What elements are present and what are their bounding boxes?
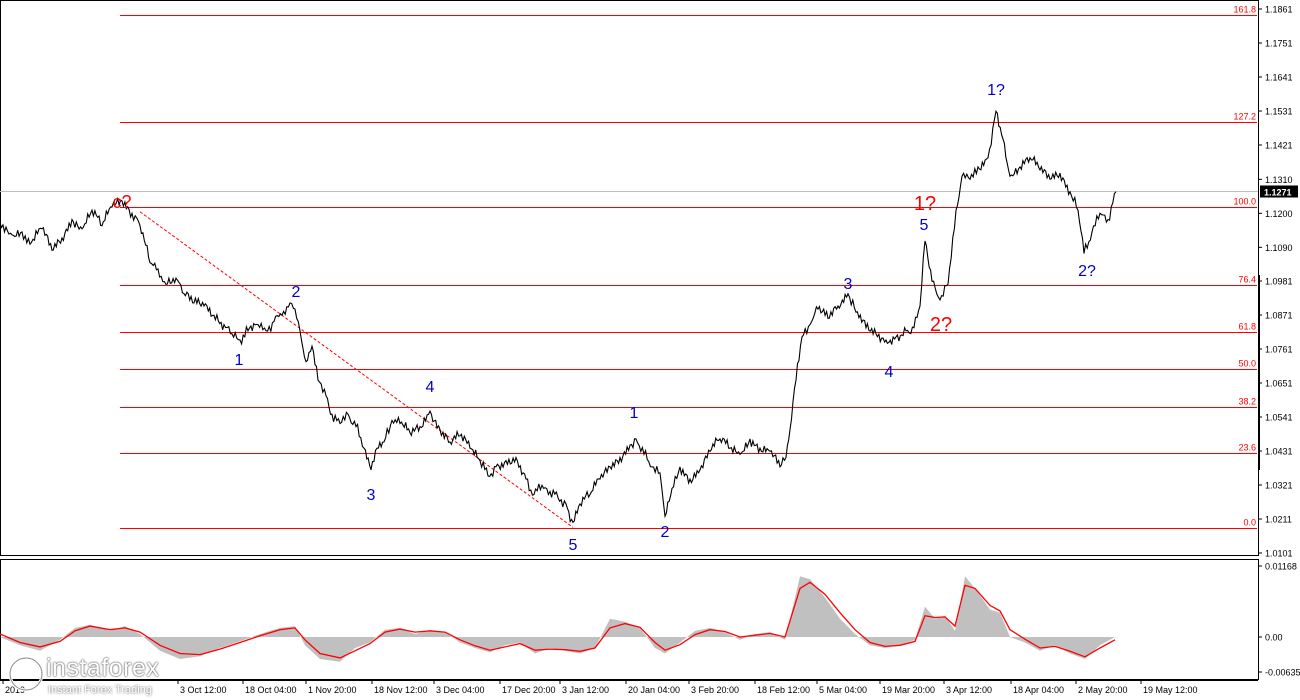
time-axis-label: 3 Oct 12:00 bbox=[180, 685, 227, 695]
oscillator-axis-label: -0.00635 bbox=[1265, 668, 1300, 678]
wave-label: 1 bbox=[235, 352, 244, 369]
time-axis-label: 18 Feb 12:00 bbox=[757, 685, 810, 695]
price-axis-label: 1.0871 bbox=[1265, 311, 1293, 321]
brand-name: instaforex bbox=[46, 654, 160, 682]
price-axis-label: 1.0761 bbox=[1265, 345, 1293, 355]
fib-level-label: 38.2 bbox=[1238, 397, 1256, 407]
wave-label: 2? bbox=[930, 314, 952, 336]
price-axis-label: 1.0541 bbox=[1265, 413, 1293, 423]
price-axis-label: 1.0981 bbox=[1265, 277, 1293, 287]
oscillator-axis-label: 0.01168 bbox=[1265, 562, 1297, 572]
price-axis-label: 1.0651 bbox=[1265, 379, 1293, 389]
time-axis-label: 3 Jan 12:00 bbox=[562, 685, 609, 695]
price-axis-label: 1.0321 bbox=[1265, 481, 1293, 491]
price-axis: 1.1861 1.1751 1.1641 1.1531 1.1421 1.1310 1.12… bbox=[1258, 5, 1293, 559]
wave-label: 4 bbox=[426, 379, 435, 396]
wave-labels: c? 1 2 3 4 5 1 2 3 4 5 1? 2? 1? 2? bbox=[112, 82, 1096, 554]
wave-label: 2? bbox=[1078, 263, 1096, 280]
time-axis-label: 2 May 20:00 bbox=[1078, 685, 1128, 695]
time-axis-label: 3 Feb 20:00 bbox=[691, 685, 739, 695]
price-scale-marker bbox=[1258, 275, 1260, 470]
wave-label: 5 bbox=[569, 537, 578, 554]
time-axis-label: 17 Dec 20:00 bbox=[502, 685, 556, 695]
time-axis-label: 20 Jan 04:00 bbox=[628, 685, 680, 695]
current-price-badge bbox=[1260, 185, 1298, 198]
time-axis-label: 18 Apr 04:00 bbox=[1013, 685, 1064, 695]
oscillator-frame bbox=[0, 559, 1259, 680]
fib-level-label: 161.8 bbox=[1233, 5, 1256, 15]
time-axis-label: 18 Nov 12:00 bbox=[374, 685, 428, 695]
price-axis-label: 1.1090 bbox=[1265, 243, 1293, 253]
time-axis-label: 3 Dec 04:00 bbox=[436, 685, 485, 695]
price-axis-label: 1.0101 bbox=[1265, 549, 1293, 559]
time-axis-label: 18 Oct 04:00 bbox=[245, 685, 297, 695]
instaforex-logo-icon bbox=[8, 656, 44, 692]
wave-label: 1? bbox=[987, 82, 1005, 99]
wave-label: 4 bbox=[885, 364, 894, 381]
time-axis-label: 5 Mar 04:00 bbox=[819, 685, 867, 695]
current-price-label: 1.1271 bbox=[1264, 188, 1292, 198]
fibonacci-levels: 161.8 127.2 100.0 76.4 61.8 50.0 38.2 23.6 0.0 bbox=[120, 5, 1257, 529]
price-axis-label: 1.1641 bbox=[1265, 73, 1293, 83]
wave-label: 5 bbox=[920, 217, 929, 234]
price-axis-label: 1.1310 bbox=[1265, 175, 1293, 185]
time-axis-label: 2019 bbox=[5, 685, 25, 695]
wave-label: 3 bbox=[367, 487, 376, 504]
oscillator-histogram bbox=[0, 576, 1115, 662]
price-axis-label: 1.1421 bbox=[1265, 141, 1293, 151]
fib-level-label: 0.0 bbox=[1243, 518, 1256, 528]
oscillator-axis-label: 0.00 bbox=[1265, 633, 1283, 643]
wave-label: c? bbox=[112, 192, 131, 212]
brand-tagline: Instant Forex Trading bbox=[48, 684, 152, 696]
wave-label: 2 bbox=[661, 524, 670, 541]
price-axis-label: 1.1531 bbox=[1265, 107, 1293, 117]
fib-level-label: 50.0 bbox=[1238, 359, 1256, 369]
time-axis-label: 19 May 12:00 bbox=[1143, 685, 1198, 695]
price-axis-label: 1.1200 bbox=[1265, 209, 1293, 219]
price-series-line bbox=[0, 109, 1117, 524]
wave-label: 1? bbox=[914, 193, 936, 215]
price-axis-label: 1.0431 bbox=[1265, 447, 1293, 457]
fib-level-label: 100.0 bbox=[1233, 197, 1256, 207]
wave-label: 3 bbox=[844, 276, 853, 293]
fib-level-label: 76.4 bbox=[1238, 275, 1256, 285]
wave-trend-line bbox=[139, 211, 574, 528]
wave-label: 2 bbox=[292, 284, 301, 301]
main-plot-frame bbox=[0, 0, 1259, 556]
time-axis: 2019 3 Oct 12:00 18 Oct 04:00 1 Nov 20:00 18… bbox=[2, 680, 1198, 695]
time-axis-label: 1 Nov 20:00 bbox=[308, 685, 357, 695]
oscillator-axis: 0.01168 0.00 -0.00635 bbox=[1258, 562, 1300, 678]
fib-level-label: 61.8 bbox=[1238, 322, 1256, 332]
fib-level-label: 23.6 bbox=[1238, 443, 1256, 453]
brand-watermark: instaforex Instant Forex Trading bbox=[8, 652, 188, 696]
time-axis-label: 3 Apr 12:00 bbox=[946, 685, 992, 695]
fib-level-label: 127.2 bbox=[1233, 112, 1256, 122]
time-axis-label: 19 Mar 20:00 bbox=[882, 685, 935, 695]
price-axis-label: 1.0211 bbox=[1265, 515, 1292, 525]
oscillator-signal-line bbox=[0, 581, 1116, 659]
price-axis-label: 1.1751 bbox=[1265, 39, 1293, 49]
price-axis-label: 1.1861 bbox=[1265, 5, 1293, 15]
wave-label: 1 bbox=[630, 405, 639, 422]
